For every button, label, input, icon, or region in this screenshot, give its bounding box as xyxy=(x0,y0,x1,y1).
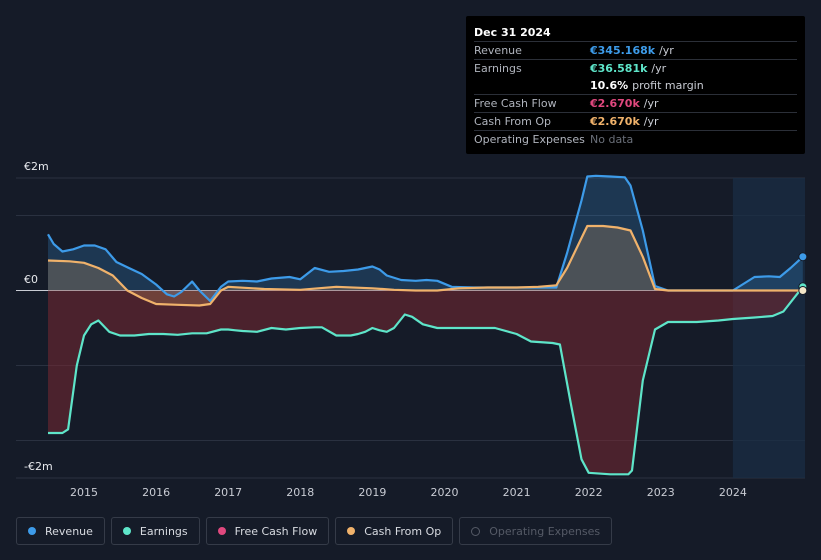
tooltip-row: 10.6% profit margin xyxy=(474,77,797,94)
legend-label: Operating Expenses xyxy=(489,524,601,538)
tooltip-rows: Revenue €345.168k/yr Earnings €36.581k/yr 10… xyxy=(474,41,797,148)
legend-earnings[interactable]: Earnings xyxy=(110,517,200,545)
legend-dot-icon xyxy=(217,527,226,535)
earnings-line xyxy=(48,286,804,476)
tooltip-row-value: €36.581k xyxy=(590,62,648,75)
x-tick-2015: 2015 xyxy=(70,486,98,499)
tooltip-row-label: Earnings xyxy=(474,62,522,75)
revenue-end-marker xyxy=(798,252,808,262)
revenue-line xyxy=(47,174,804,303)
legend-revenue[interactable]: Revenue xyxy=(16,517,105,545)
cash-from-op-end-marker xyxy=(798,286,808,295)
x-tick-2024: 2024 xyxy=(718,486,747,499)
x-tick-2016: 2016 xyxy=(142,486,171,499)
tooltip-row-value: €2.670k xyxy=(590,97,640,110)
tooltip-row-value: €2.670k xyxy=(590,115,640,128)
tooltip-row-unit: /yr xyxy=(643,97,659,110)
x-tick-2020: 2020 xyxy=(430,486,459,499)
tooltip-row-label: Cash From Op xyxy=(474,115,552,128)
tooltip-row-label: Revenue xyxy=(474,44,522,57)
tooltip-row-value: 10.6% xyxy=(590,79,629,92)
y-tick-bottom: -€2m xyxy=(24,460,53,473)
legend-free-cash-flow[interactable]: Free Cash Flow xyxy=(205,517,330,545)
data-tooltip: Dec 31 2024 Revenue €345.168k/yr Earnings €… xyxy=(466,16,805,154)
x-tick-2019: 2019 xyxy=(358,486,387,499)
legend-label: Revenue xyxy=(45,524,93,538)
x-tick-2021: 2021 xyxy=(502,486,531,499)
tooltip-row-unit: /yr xyxy=(643,115,659,128)
cash-from-op-area xyxy=(48,226,803,306)
legend-cash-from-op[interactable]: Cash From Op xyxy=(335,517,454,545)
tooltip-row-label xyxy=(474,77,590,94)
legend-dot-icon xyxy=(122,527,131,535)
tooltip-row: Cash From Op €2.670k/yr xyxy=(474,112,797,130)
tooltip-row-value: €345.168k xyxy=(590,44,656,57)
tooltip-row-value: No data xyxy=(590,133,634,146)
tooltip-row-label: Free Cash Flow xyxy=(474,97,557,110)
series-end-markers xyxy=(798,252,808,295)
tooltip-row-label: Operating Expenses xyxy=(474,133,585,146)
cash-from-op-line xyxy=(47,224,803,307)
tooltip-row: Revenue €345.168k/yr xyxy=(474,41,797,59)
tooltip-row-unit: /yr xyxy=(659,44,674,57)
tooltip-date: Dec 31 2024 xyxy=(474,26,551,39)
x-tick-2022: 2022 xyxy=(574,486,603,499)
legend-dot-icon xyxy=(347,527,356,535)
x-tick-2023: 2023 xyxy=(646,486,675,499)
earnings-area xyxy=(48,286,803,475)
tooltip-row-unit: /yr xyxy=(651,62,667,75)
tooltip-row: Earnings €36.581k/yr xyxy=(474,59,797,77)
y-tick-top: €2m xyxy=(24,160,49,173)
legend-operating-expenses[interactable]: Operating Expenses xyxy=(459,517,613,545)
tooltip-row-unit: profit margin xyxy=(632,79,704,92)
y-tick-zero: €0 xyxy=(24,273,38,286)
x-tick-2017: 2017 xyxy=(214,486,243,499)
tooltip-row: Operating Expenses No data xyxy=(474,130,797,148)
legend-dot-icon xyxy=(28,527,36,535)
series-lines xyxy=(47,174,804,476)
tooltip-row: Free Cash Flow €2.670k/yr xyxy=(474,94,797,112)
legend-label: Free Cash Flow xyxy=(234,524,318,538)
x-tick-2018: 2018 xyxy=(286,486,315,499)
chart-legend: Revenue Earnings Free Cash Flow Cash From O… xyxy=(16,517,618,545)
legend-label: Cash From Op xyxy=(364,524,442,538)
forecast-shade xyxy=(732,178,805,478)
legend-label: Earnings xyxy=(139,524,188,538)
legend-dot-icon xyxy=(471,526,481,536)
revenue-area xyxy=(48,175,803,301)
series-areas xyxy=(48,175,803,475)
